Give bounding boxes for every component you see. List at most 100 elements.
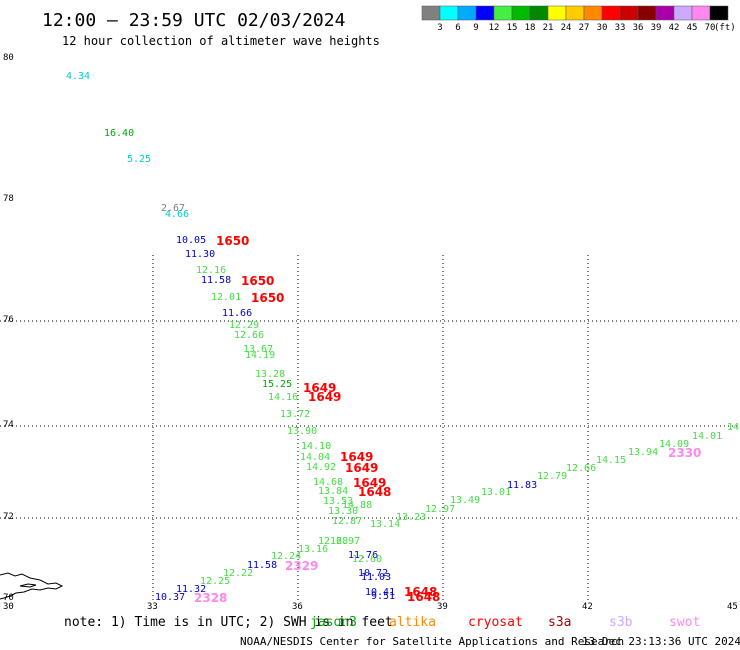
legend-tick-label: 27 bbox=[579, 23, 590, 33]
lat-label-76: 76 bbox=[3, 315, 14, 325]
map-title: 12:00 – 23:59 UTC 02/03/2024 bbox=[42, 10, 345, 31]
legend-swatch bbox=[457, 5, 477, 21]
coastline bbox=[0, 572, 64, 600]
lat-label-74: 74 bbox=[3, 420, 14, 430]
wave-height-value: 11.66 bbox=[222, 308, 252, 319]
legend-tick-label: 33 bbox=[615, 23, 626, 33]
lat-label-78: 78 bbox=[3, 194, 14, 204]
wave-height-value: 14.10 bbox=[301, 441, 331, 452]
wave-height-value: 12.60 bbox=[352, 554, 382, 565]
pass-time-label: 1649 bbox=[303, 381, 336, 395]
satellite-swot: swot bbox=[669, 615, 700, 630]
lon-label-39: 39 bbox=[437, 602, 448, 612]
pass-time-label: 1650 bbox=[241, 274, 274, 288]
wave-height-value: 2.67 bbox=[161, 203, 185, 214]
legend-swatch bbox=[493, 5, 513, 21]
pass-time-label: 1648 bbox=[358, 485, 391, 499]
legend-swatch bbox=[673, 5, 693, 21]
wave-height-value: 14 bbox=[727, 422, 739, 433]
coastline-inlet bbox=[19, 583, 37, 588]
wave-height-value: 13.16 bbox=[298, 544, 328, 555]
wave-height-value: 13.84 bbox=[318, 486, 348, 497]
satellite-cryosat: cryosat bbox=[468, 615, 523, 630]
legend-swatch bbox=[475, 5, 495, 21]
wave-height-value: 11.30 bbox=[185, 249, 215, 260]
wave-height-value: 16.40 bbox=[104, 128, 134, 139]
wave-height-value: 13.01 bbox=[481, 487, 511, 498]
lon-label-42: 42 bbox=[582, 602, 593, 612]
satellite-s3a: s3a bbox=[548, 615, 571, 630]
wave-height-value: 14.01 bbox=[692, 431, 722, 442]
legend-tick-label: 70 bbox=[705, 23, 716, 33]
legend-tick-label: 39 bbox=[651, 23, 662, 33]
wave-height-value: 15.25 bbox=[262, 379, 292, 390]
legend-tick-label: 30 bbox=[597, 23, 608, 33]
legend-swatch bbox=[583, 5, 603, 21]
legend-tick-label: 12 bbox=[489, 23, 500, 33]
legend-swatch bbox=[655, 5, 675, 21]
legend-swatch bbox=[421, 5, 441, 21]
wave-height-value: 10.72 bbox=[358, 568, 388, 579]
wave-height-value: 14.04 bbox=[300, 452, 330, 463]
wave-height-value: 12.66 bbox=[234, 330, 264, 341]
legend-swatch bbox=[529, 5, 549, 21]
wave-height-value: 4.34 bbox=[66, 71, 90, 82]
wave-height-legend: 3 6 9 12 15 18 21 24 27 30 33 36 39 42 45 70 bbox=[421, 5, 729, 33]
wave-height-value: 11.83 bbox=[507, 480, 537, 491]
satellite-s3b: s3b bbox=[609, 615, 633, 630]
pass-time-label: 1649 bbox=[340, 450, 373, 464]
wave-height-value: 14.16 bbox=[268, 392, 298, 403]
lat-label-72: 72 bbox=[3, 512, 14, 522]
legend-tick-label: 6 bbox=[455, 23, 460, 33]
lat-label-70: 70 bbox=[3, 593, 14, 603]
pass-time-label: 2329 bbox=[285, 559, 318, 573]
pass-time-label: 2330 bbox=[668, 446, 701, 460]
wave-height-value: 13.90 bbox=[287, 426, 317, 437]
wave-height-value: 11.32 bbox=[176, 584, 206, 595]
wave-height-value: 12.97 bbox=[425, 504, 455, 515]
wave-height-value: 10.05 bbox=[176, 235, 206, 246]
wave-height-value: 13.49 bbox=[450, 495, 480, 506]
wave-height-value: 12.16 bbox=[196, 265, 226, 276]
legend-swatch bbox=[511, 5, 531, 21]
wave-height-value: 12.87 bbox=[332, 516, 362, 527]
wave-height-value: 11.58 bbox=[201, 275, 231, 286]
wave-height-value: 11.03 bbox=[361, 572, 391, 583]
pass-time-label: 1649 bbox=[308, 390, 341, 404]
wave-height-value: 12.01 bbox=[211, 292, 241, 303]
wave-height-value: 14.15 bbox=[596, 455, 626, 466]
lon-label-36: 36 bbox=[292, 602, 303, 612]
wave-height-value: 10.37 bbox=[155, 592, 185, 603]
units-note: note: 1) Time is in UTC; 2) SWH is in fe… bbox=[64, 615, 393, 630]
wave-height-value: 12.68 bbox=[318, 536, 348, 547]
wave-height-observations: 4.3416.405.252.674.6610.0511.3012.1611.5… bbox=[66, 71, 739, 603]
legend-tick-label: 24 bbox=[561, 23, 572, 33]
wave-height-value: 12.97 bbox=[330, 536, 360, 547]
wave-height-value: 13.30 bbox=[328, 506, 358, 517]
legend-tick-label: 9 bbox=[473, 23, 478, 33]
wave-height-value: 12.66 bbox=[566, 463, 596, 474]
pass-time-label: 1650 bbox=[251, 291, 284, 305]
wave-height-value: 14.92 bbox=[306, 462, 336, 473]
pass-time-label: 2328 bbox=[194, 591, 227, 605]
legend-unit: (ft) bbox=[714, 23, 736, 33]
wave-height-value: 12.24 bbox=[271, 551, 301, 562]
wave-height-value: 13.67 bbox=[243, 344, 273, 355]
legend-tick-label: 36 bbox=[633, 23, 644, 33]
legend-swatch bbox=[619, 5, 639, 21]
wave-height-value: 14.88 bbox=[342, 500, 372, 511]
wave-height-value: 12.22 bbox=[223, 568, 253, 579]
wave-height-value: 12.25 bbox=[200, 576, 230, 587]
wave-height-value: 4.66 bbox=[165, 209, 189, 220]
legend-swatch bbox=[637, 5, 657, 21]
legend-swatch bbox=[439, 5, 459, 21]
pass-time-label: 1649 bbox=[345, 461, 378, 475]
wave-height-value: 11.58 bbox=[247, 560, 277, 571]
wave-height-value: 5.25 bbox=[127, 154, 151, 165]
wave-height-value: 12.29 bbox=[229, 320, 259, 331]
legend-swatch bbox=[709, 5, 729, 21]
wave-height-value: 13.53 bbox=[323, 496, 353, 507]
legend-tick-label: 15 bbox=[507, 23, 518, 33]
legend-swatch bbox=[601, 5, 621, 21]
